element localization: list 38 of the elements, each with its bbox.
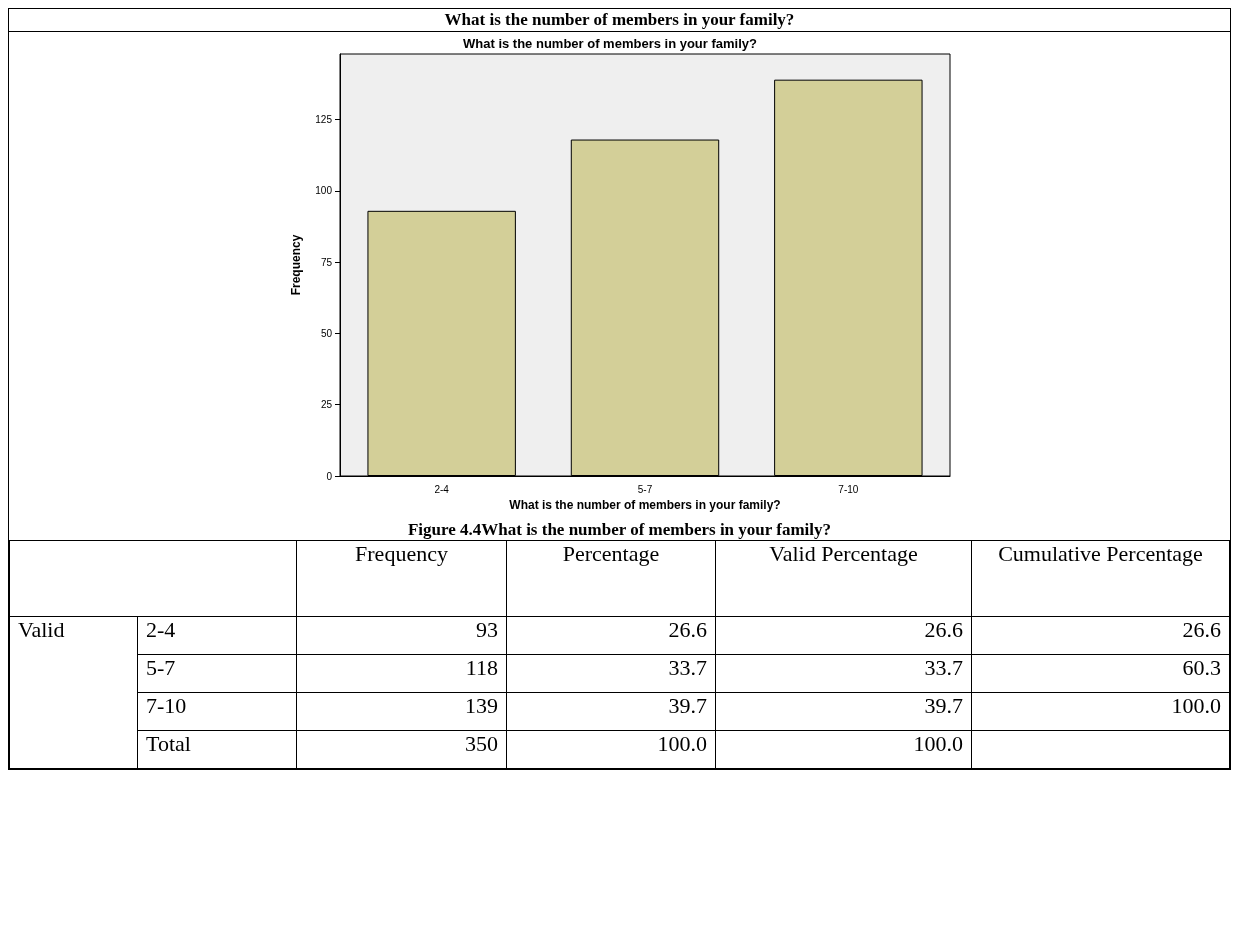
text: 33.7 [715, 654, 972, 693]
text: Valid Percentage [715, 540, 972, 617]
text: Frequency [296, 540, 507, 617]
y-tick-label: 0 [325, 470, 332, 482]
x-tick-label: 2-4 [433, 483, 449, 495]
text: 39.7 [715, 692, 972, 731]
text: 5-7 [137, 654, 297, 693]
y-tick-label: 100 [314, 185, 332, 197]
text: 26.6 [715, 616, 972, 655]
y-tick-label: 75 [320, 256, 332, 268]
text: 93 [296, 616, 507, 655]
text: What is the number of members in your family? [9, 9, 1230, 32]
text: 2-4 [137, 616, 297, 655]
text: Valid [9, 616, 138, 769]
text: 139 [296, 692, 507, 731]
x-tick-label: 5-7 [637, 483, 653, 495]
text: 118 [296, 654, 507, 693]
text: Total [137, 730, 297, 769]
x-axis-title: What is the number of members in your family? [508, 497, 781, 512]
text: 350 [296, 730, 507, 769]
text: 100.0 [715, 730, 972, 769]
text: Cumulative Percentage [971, 540, 1230, 617]
text: 39.7 [506, 692, 716, 731]
y-tick-label: 50 [320, 327, 332, 339]
text: 100.0 [506, 730, 716, 769]
y-tick-label: 25 [320, 399, 332, 411]
text: 60.3 [971, 654, 1230, 693]
caption: Figure 4.4What is the number of members in your family? [406, 520, 833, 540]
text: 33.7 [506, 654, 716, 693]
text: 100.0 [971, 692, 1230, 731]
chart-title: What is the number of members in your family? [462, 36, 757, 51]
text: Percentage [506, 540, 716, 617]
text: 7-10 [137, 692, 297, 731]
text: 26.6 [506, 616, 716, 655]
text: 26.6 [971, 616, 1230, 655]
y-tick-label: 125 [314, 114, 332, 126]
x-tick-label: 7-10 [837, 483, 859, 495]
y-axis-title: Frequency [288, 234, 303, 296]
